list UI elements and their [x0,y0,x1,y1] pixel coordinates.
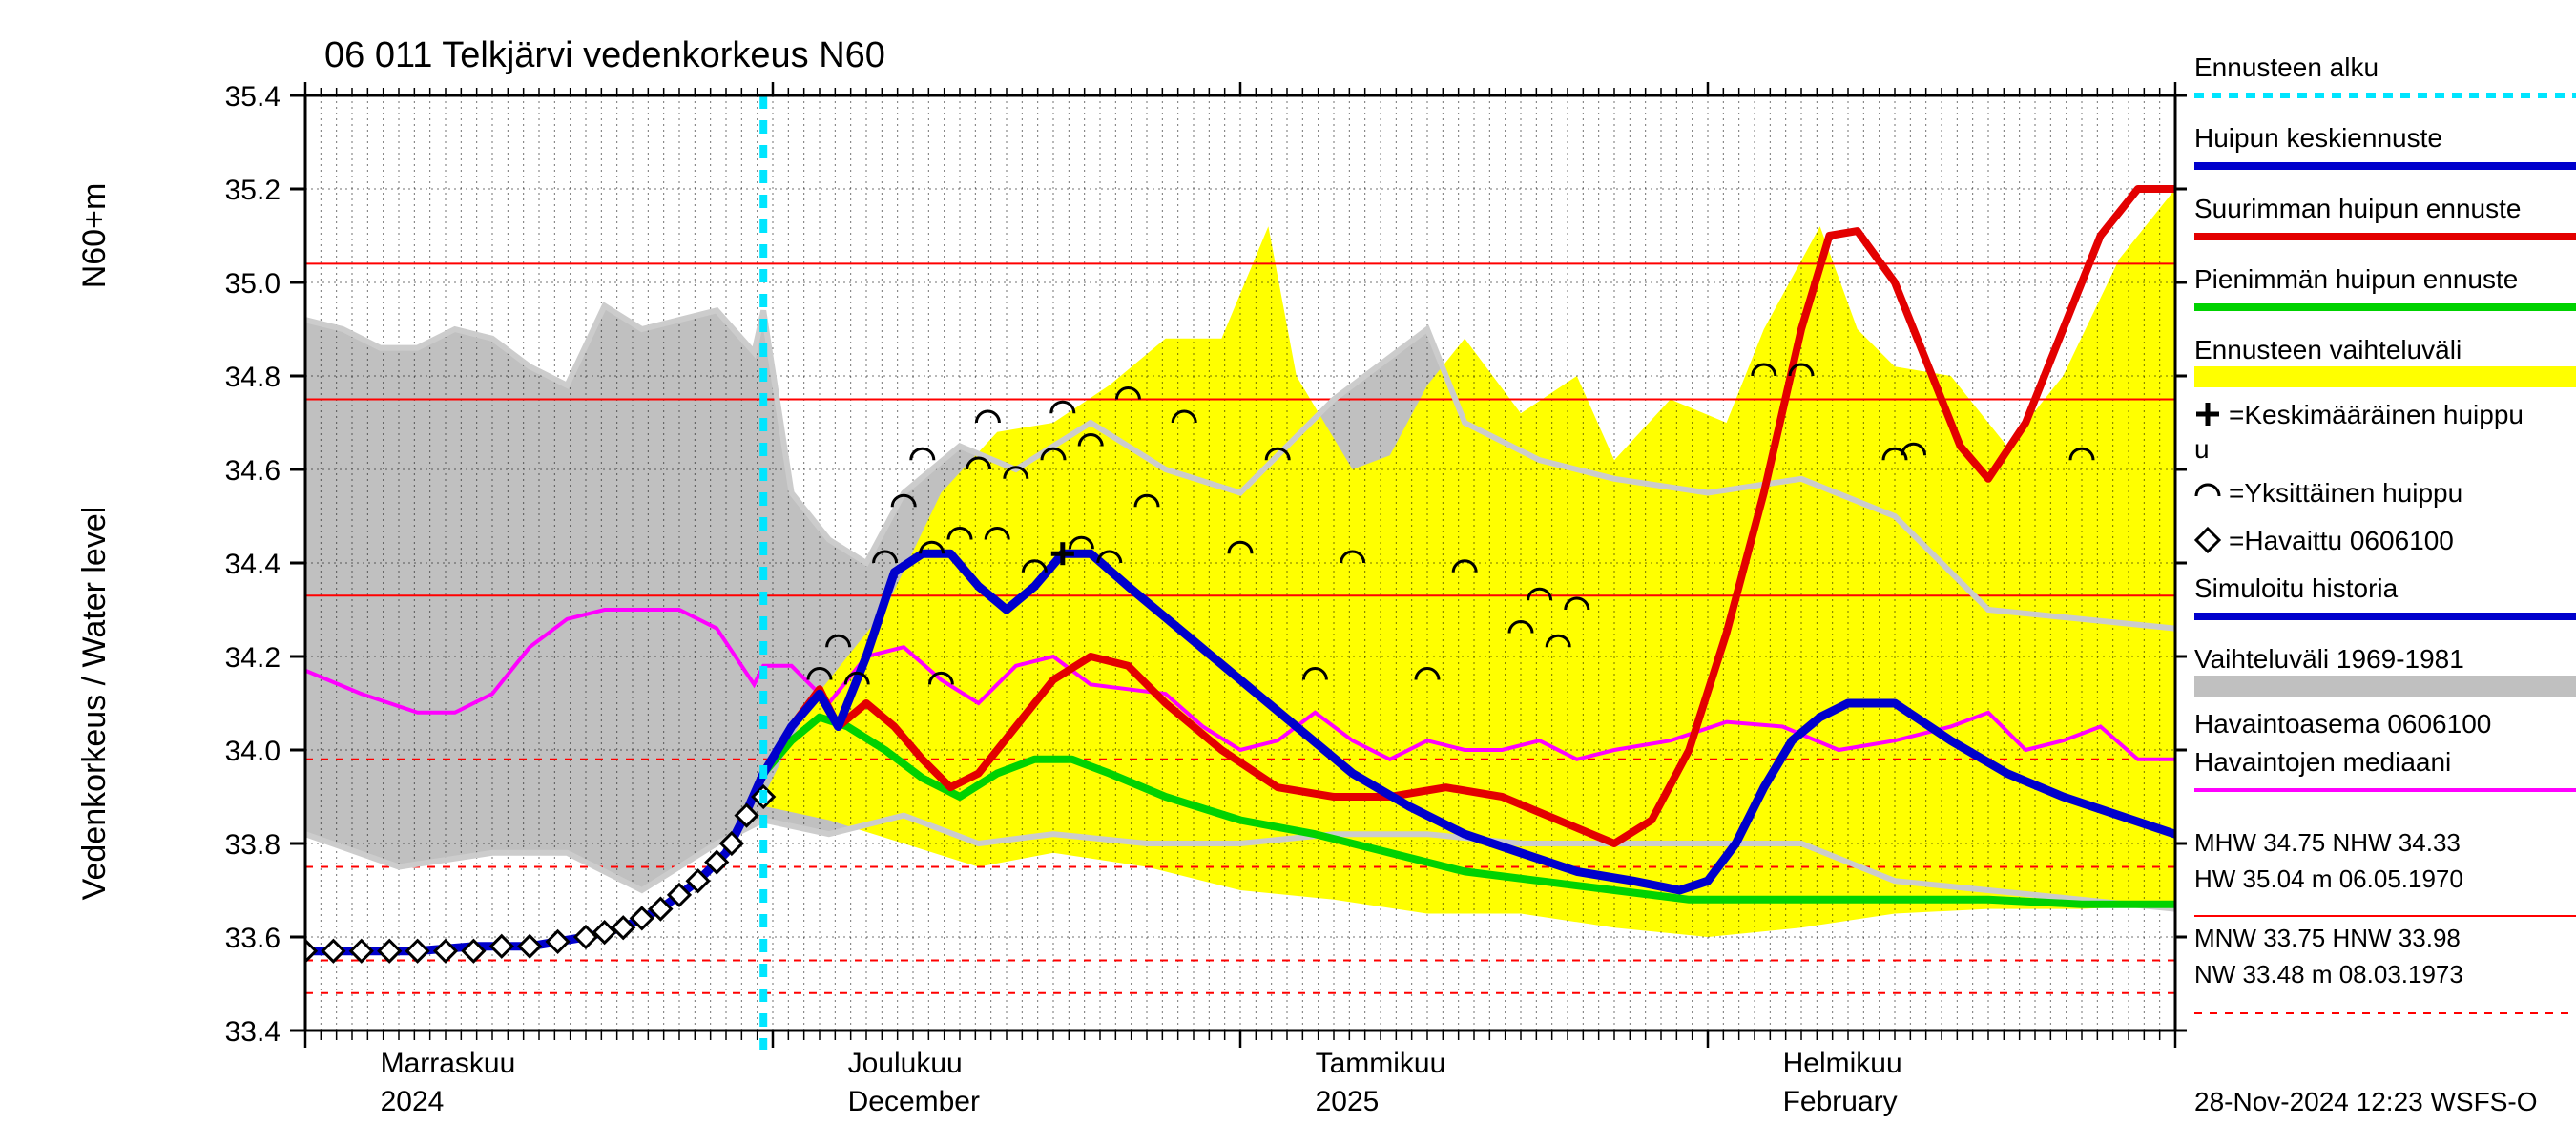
x-month-label-fi: Tammikuu [1316,1048,1446,1079]
x-month-label-en: December [848,1086,980,1117]
legend-label: Pienimmän huipun ennuste [2194,264,2518,294]
chart-footer: 28-Nov-2024 12:23 WSFS-O [2194,1087,2538,1116]
x-month-label-en: February [1783,1086,1898,1117]
chart-container: { "title": "06 011 Telkjärvi vedenkorkeu… [0,0,2576,1145]
y-tick-label: 34.4 [225,549,280,580]
x-month-label-en: 2025 [1316,1086,1380,1117]
legend-label-cont: u [2194,434,2210,464]
y-tick-label: 35.0 [225,268,280,300]
chart-svg: 33.4 33.6 33.8 34.0 34.2 34.4 34.6 34.8 35.0 35.2… [0,0,2576,1145]
y-tick-label: 34.2 [225,642,280,674]
legend-stat: HW 35.04 m 06.05.1970 [2194,864,2463,893]
x-month-label-fi: Helmikuu [1783,1048,1902,1079]
y-tick-label: 33.6 [225,923,280,954]
legend-arc-icon [2196,485,2219,496]
y-tick-label: 33.4 [225,1016,280,1048]
legend-stat: MNW 33.75 HNW 33.98 [2194,924,2461,952]
x-month-label-fi: Marraskuu [381,1048,516,1079]
legend-label: Huipun keskiennuste [2194,123,2442,153]
y-tick-label: 35.2 [225,175,280,206]
y-axis-label-main: Vedenkorkeus / Water level [76,507,113,901]
y-axis-label-top: N60+m [76,183,113,289]
legend-sample-swatch [2194,676,2576,697]
legend-sample-swatch [2194,366,2576,387]
legend-label: Ennusteen vaihteluväli [2194,335,2462,364]
legend-label: =Havaittu 0606100 [2229,526,2454,555]
y-tick-label: 34.6 [225,455,280,487]
legend-label: =Yksittäinen huippu [2229,478,2462,508]
legend-label: Suurimman huipun ennuste [2194,194,2521,223]
legend-diamond-icon [2196,529,2219,552]
legend-label: Havaintojen mediaani [2194,747,2451,777]
chart-title: 06 011 Telkjärvi vedenkorkeus N60 [324,35,885,75]
y-tick-label: 35.4 [225,81,280,113]
y-tick-label: 34.0 [225,736,280,767]
legend-label: Havaintoasema 0606100 [2194,709,2491,739]
x-month-label-en: 2024 [381,1086,445,1117]
legend-stat: NW 33.48 m 08.03.1973 [2194,960,2463,989]
legend-label: Vaihteluväli 1969-1981 [2194,644,2464,674]
legend-stat: MHW 34.75 NHW 34.33 [2194,828,2461,857]
x-month-label-fi: Joulukuu [848,1048,963,1079]
legend-label: =Keskimääräinen huippu [2229,400,2524,429]
y-tick-label: 33.8 [225,829,280,861]
legend-label: Ennusteen alku [2194,52,2379,82]
legend-label: Simuloitu historia [2194,573,2399,603]
y-tick-label: 34.8 [225,362,280,393]
